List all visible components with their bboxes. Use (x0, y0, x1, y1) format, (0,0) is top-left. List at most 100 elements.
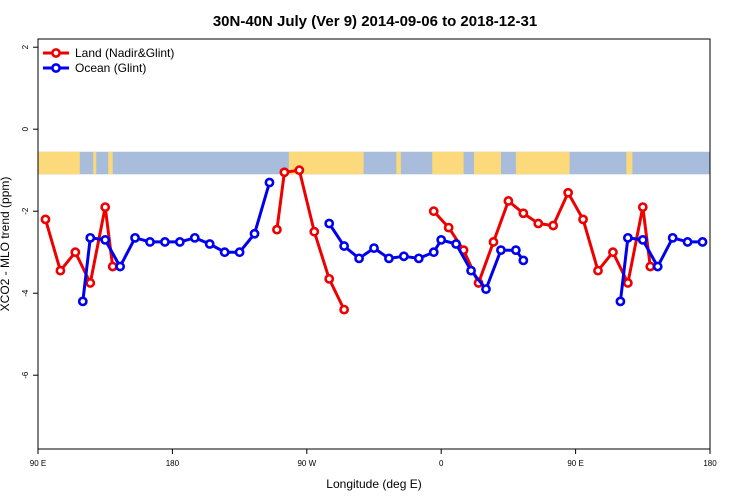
data-point (488, 237, 499, 247)
x-tick-label: 90 E (30, 459, 46, 468)
data-point (160, 237, 170, 247)
chart-title: 30N-40N July (Ver 9) 2014-09-06 to 2018-… (213, 13, 537, 30)
series-line (432, 191, 652, 285)
legend-marker (51, 63, 61, 73)
y-tick-label: 0 (21, 126, 30, 131)
data-point (145, 237, 155, 247)
data-point (324, 273, 335, 284)
map-land (396, 151, 401, 175)
data-point (77, 296, 88, 307)
data-point (622, 232, 633, 243)
data-point (369, 243, 379, 253)
data-point (40, 214, 51, 225)
series-layer (40, 165, 708, 315)
data-point (100, 202, 111, 212)
map-land (474, 151, 501, 175)
data-point (189, 232, 200, 243)
data-point (593, 265, 603, 276)
data-point (55, 265, 66, 276)
data-point (249, 228, 260, 239)
map-land (93, 151, 97, 175)
series-land (40, 165, 656, 315)
data-point (608, 247, 618, 258)
data-point (637, 234, 648, 245)
data-point (264, 177, 275, 188)
data-point (339, 241, 350, 251)
data-point (436, 234, 447, 245)
data-point (219, 247, 230, 258)
map-land (288, 151, 364, 175)
data-point (466, 265, 476, 276)
data-point (130, 232, 140, 243)
legend-marker (51, 48, 61, 58)
data-point (384, 253, 394, 264)
y-tick-label: 2 (21, 44, 30, 49)
data-point (578, 214, 588, 225)
data-point (204, 239, 215, 249)
data-point (107, 261, 118, 272)
data-point (510, 245, 521, 256)
x-tick-label: 90 E (567, 459, 583, 468)
x-tick-label: 180 (166, 459, 180, 468)
map-land (108, 151, 113, 175)
data-point (70, 247, 81, 258)
data-point (503, 196, 514, 206)
series-line (44, 205, 115, 285)
axis-ticks: 90 E 180 90 W 0 90 E 180 2 0 -2 -4 -6 (21, 44, 717, 468)
legend-label: Ocean (Glint) (75, 61, 146, 75)
data-point (309, 226, 320, 237)
data-point (85, 278, 96, 288)
data-point (428, 206, 439, 217)
y-tick-label: -4 (21, 289, 30, 297)
y-tick-label: -6 (21, 371, 30, 379)
data-point (234, 247, 245, 258)
y-axis-label: XCO2 - MLO trend (ppm) (0, 177, 12, 312)
data-point (354, 253, 364, 264)
x-tick-label: 90 W (297, 459, 316, 468)
map-land (515, 151, 570, 175)
map-ocean (38, 151, 710, 175)
data-point (518, 255, 529, 266)
map-land (626, 151, 633, 175)
legend: Land (Nadir&Glint)Ocean (Glint) (43, 46, 174, 75)
plot-frame (37, 38, 711, 450)
data-point (272, 224, 282, 235)
data-point (518, 208, 529, 219)
data-point (615, 296, 626, 307)
data-point (533, 218, 544, 229)
legend-label: Land (Nadir&Glint) (75, 46, 174, 60)
data-point (481, 284, 491, 294)
data-point (548, 220, 559, 231)
map-land (432, 151, 464, 175)
map-land (38, 151, 80, 175)
data-point (85, 232, 96, 243)
data-point (682, 237, 693, 247)
x-tick-label: 0 (439, 459, 444, 468)
data-point (428, 247, 439, 258)
data-point (645, 261, 656, 272)
data-point (697, 237, 708, 247)
data-point (443, 222, 454, 233)
data-point (294, 165, 305, 176)
x-tick-label: 180 (703, 459, 717, 468)
data-point (279, 167, 290, 178)
data-point (115, 261, 126, 272)
data-point (451, 239, 462, 249)
world-map-band (38, 151, 710, 175)
data-point (174, 237, 185, 247)
data-point (563, 187, 574, 198)
data-point (339, 304, 350, 315)
data-point (652, 261, 663, 272)
y-tick-label: -2 (21, 207, 30, 215)
data-point (413, 253, 424, 264)
data-point (496, 245, 506, 256)
data-point (667, 232, 678, 243)
series-line (275, 168, 346, 311)
data-point (100, 234, 111, 245)
x-axis-label: Longitude (deg E) (326, 477, 421, 491)
series-ocean (77, 177, 708, 307)
data-point (398, 251, 409, 262)
data-point (324, 218, 335, 229)
data-point (637, 202, 648, 212)
